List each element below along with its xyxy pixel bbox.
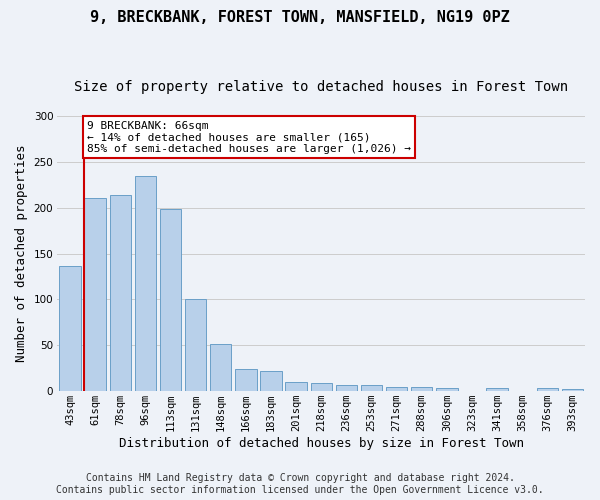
X-axis label: Distribution of detached houses by size in Forest Town: Distribution of detached houses by size … [119,437,524,450]
Bar [436,388,458,391]
Bar [286,382,307,391]
Bar [562,390,583,391]
Bar [361,384,382,391]
Bar [160,208,181,391]
Bar [386,386,407,391]
Bar [210,344,232,391]
Bar [235,369,257,391]
Bar [110,195,131,391]
Bar [59,266,81,391]
Bar [85,198,106,391]
Title: Size of property relative to detached houses in Forest Town: Size of property relative to detached ho… [74,80,568,94]
Bar [135,176,156,391]
Bar [311,383,332,391]
Text: 9, BRECKBANK, FOREST TOWN, MANSFIELD, NG19 0PZ: 9, BRECKBANK, FOREST TOWN, MANSFIELD, NG… [90,10,510,25]
Bar [260,371,281,391]
Text: 9 BRECKBANK: 66sqm
← 14% of detached houses are smaller (165)
85% of semi-detach: 9 BRECKBANK: 66sqm ← 14% of detached hou… [87,120,411,154]
Text: Contains HM Land Registry data © Crown copyright and database right 2024.
Contai: Contains HM Land Registry data © Crown c… [56,474,544,495]
Bar [185,298,206,391]
Bar [536,388,558,391]
Bar [335,384,357,391]
Bar [411,388,433,391]
Y-axis label: Number of detached properties: Number of detached properties [15,145,28,362]
Bar [487,388,508,391]
